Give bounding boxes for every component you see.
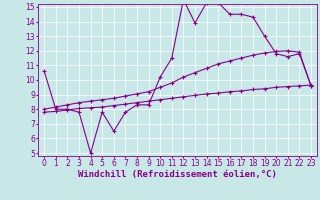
X-axis label: Windchill (Refroidissement éolien,°C): Windchill (Refroidissement éolien,°C) — [78, 170, 277, 179]
